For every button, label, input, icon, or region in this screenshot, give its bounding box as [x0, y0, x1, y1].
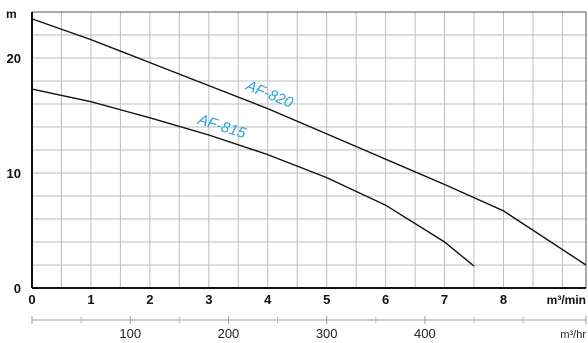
x-tick-label: 1: [87, 292, 94, 307]
x-tick-label: 0: [28, 292, 35, 307]
chart-axes: [31, 11, 587, 324]
secondary-x-tick-label: 300: [316, 326, 338, 341]
y-tick-label: 10: [7, 166, 21, 181]
series-line-af-815: [31, 88, 475, 267]
chart-grid: [32, 12, 586, 288]
chart-labels: 0 1 2 3 4 5 6 7 8 0 10 20 m m³/min m³/hr 100 200 300 400 AF…: [6, 7, 586, 341]
series-label-af-820: AF-820: [243, 77, 296, 112]
secondary-x-tick-label: 200: [218, 326, 240, 341]
series-line-af-820: [31, 18, 587, 266]
x-tick-label: 7: [441, 292, 448, 307]
x-unit-label: m³/min: [547, 293, 586, 307]
secondary-x-unit-label: m³/hr: [560, 329, 586, 341]
x-tick-label: 8: [500, 292, 507, 307]
x-tick-label: 3: [205, 292, 212, 307]
y-unit-label: m: [6, 7, 17, 21]
secondary-x-tick-label: 400: [414, 326, 436, 341]
x-tick-label: 4: [264, 292, 272, 307]
series-label-af-815: AF-815: [195, 111, 249, 143]
chart-series: [31, 18, 587, 267]
x-tick-label: 6: [382, 292, 389, 307]
y-tick-label: 0: [14, 281, 21, 296]
x-tick-label: 2: [146, 292, 153, 307]
secondary-x-tick-label: 100: [119, 326, 141, 341]
y-tick-label: 20: [7, 51, 21, 66]
x-tick-label: 5: [323, 292, 330, 307]
